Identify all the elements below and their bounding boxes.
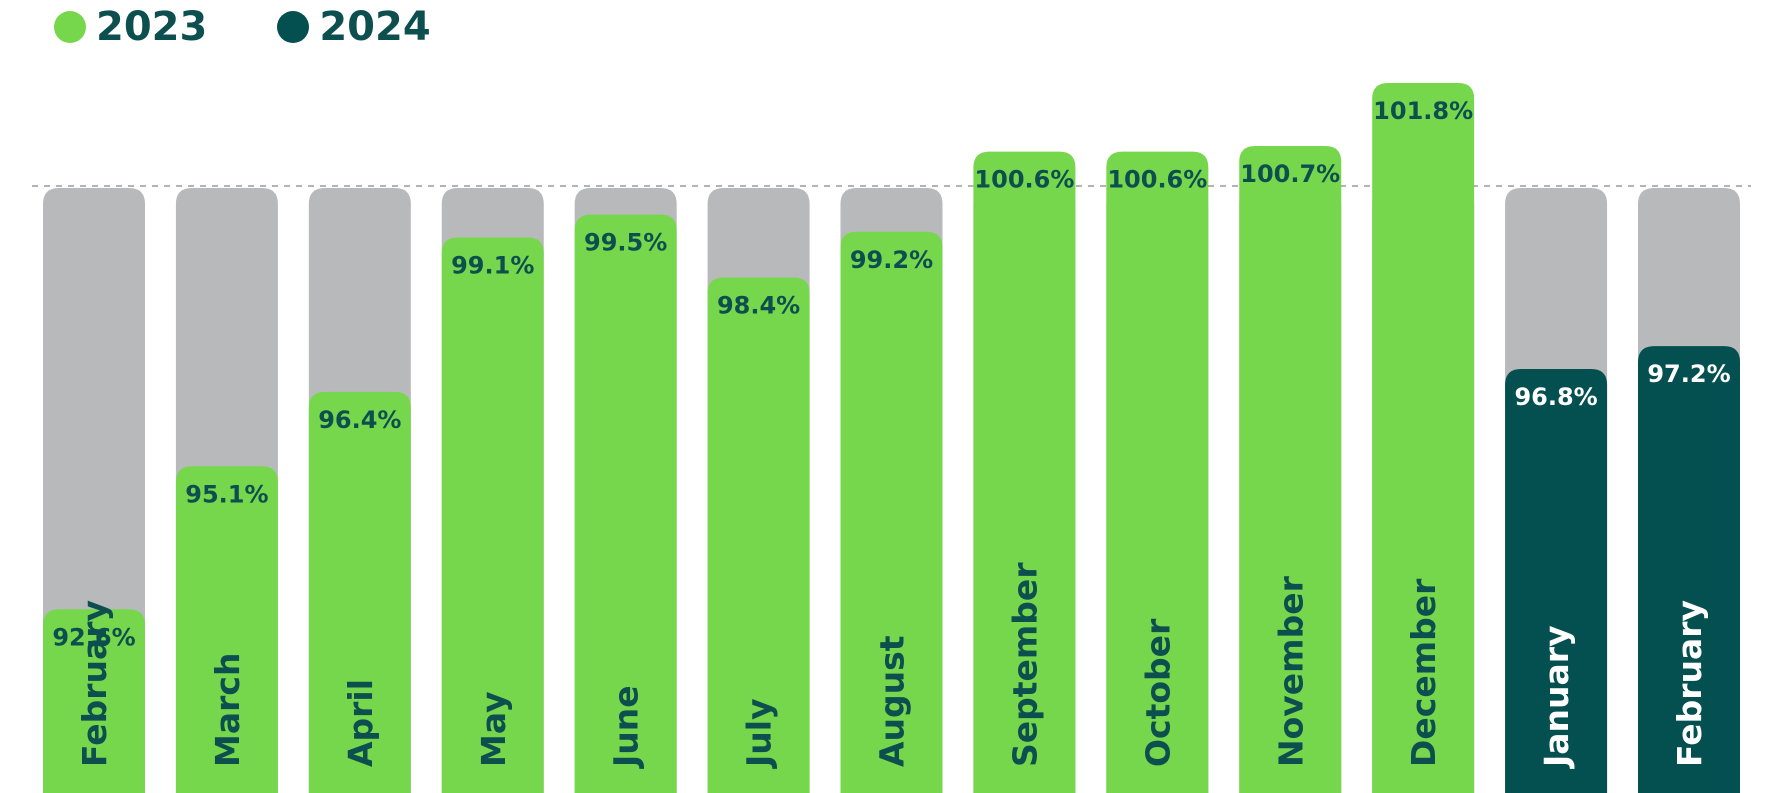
data-label: 100.6% [974, 166, 1074, 194]
data-label: 95.1% [185, 480, 268, 508]
bar-group-5: 98.4% July [707, 188, 810, 793]
bar-2023-may [441, 237, 544, 793]
bar-group-6: 99.2% August [840, 188, 943, 793]
bar-group-9: 100.7% November [1239, 145, 1342, 793]
category-label: July [740, 698, 779, 769]
category-label: June [607, 685, 646, 769]
data-label: 96.8% [1514, 383, 1597, 411]
legend-item-2023: 2023 [54, 7, 207, 47]
bar-2024-february [1638, 346, 1740, 793]
bar-group-1: 95.1% March [175, 188, 278, 793]
data-label: 99.1% [451, 251, 534, 279]
category-label: August [873, 635, 912, 767]
bar-2023-april [308, 391, 411, 793]
data-label: 96.4% [318, 406, 401, 434]
bar-2023-february [43, 609, 145, 793]
category-label: December [1404, 578, 1443, 767]
bar-2023-august [840, 231, 943, 793]
data-label: 98.4% [717, 292, 800, 320]
category-label: May [474, 691, 513, 767]
category-label: February [1670, 600, 1709, 767]
legend: 2023 2024 [54, 0, 431, 54]
bar-2023-october [1106, 151, 1209, 793]
bar-2024-january [1505, 369, 1608, 793]
bar-group-8: 100.6% October [1106, 151, 1209, 793]
bar-2023-december [1372, 83, 1475, 793]
category-label: February [75, 600, 114, 767]
data-label: 99.5% [584, 229, 667, 257]
data-label: 100.6% [1107, 166, 1207, 194]
legend-swatch-icon [54, 11, 86, 43]
bar-group-10: 101.8% December [1372, 83, 1475, 793]
category-label: March [208, 653, 247, 767]
category-label: November [1271, 575, 1310, 767]
legend-item-2024: 2024 [277, 4, 431, 50]
data-label: 92.6% [52, 623, 135, 651]
legend-label: 2024 [319, 4, 431, 50]
bar-2023-november [1239, 145, 1342, 793]
bar-group-12: 97.2% February [1638, 188, 1740, 793]
category-label: September [1005, 562, 1044, 767]
data-label: 101.8% [1373, 97, 1473, 125]
bar-2023-march [175, 466, 278, 793]
bar-group-2: 96.4% April [308, 188, 411, 793]
data-label: 100.7% [1240, 160, 1340, 188]
category-label: January [1537, 625, 1576, 769]
bar-group-7: 100.6% September [973, 151, 1076, 793]
bar-group-4: 99.5% June [574, 188, 677, 793]
legend-swatch-icon [277, 11, 310, 43]
bar-group-3: 99.1% May [441, 188, 544, 793]
category-label: April [341, 679, 380, 767]
data-label: 97.2% [1647, 360, 1730, 388]
data-label: 99.2% [850, 246, 933, 274]
bar-2023-september [973, 151, 1076, 793]
legend-label: 2023 [96, 4, 208, 50]
bar-2023-july [707, 277, 810, 793]
bar-group-0: 92.6%February [43, 188, 145, 793]
bar-2023-june [574, 214, 677, 793]
bar-group-11: 96.8% January [1505, 188, 1608, 793]
category-label: October [1138, 618, 1177, 767]
